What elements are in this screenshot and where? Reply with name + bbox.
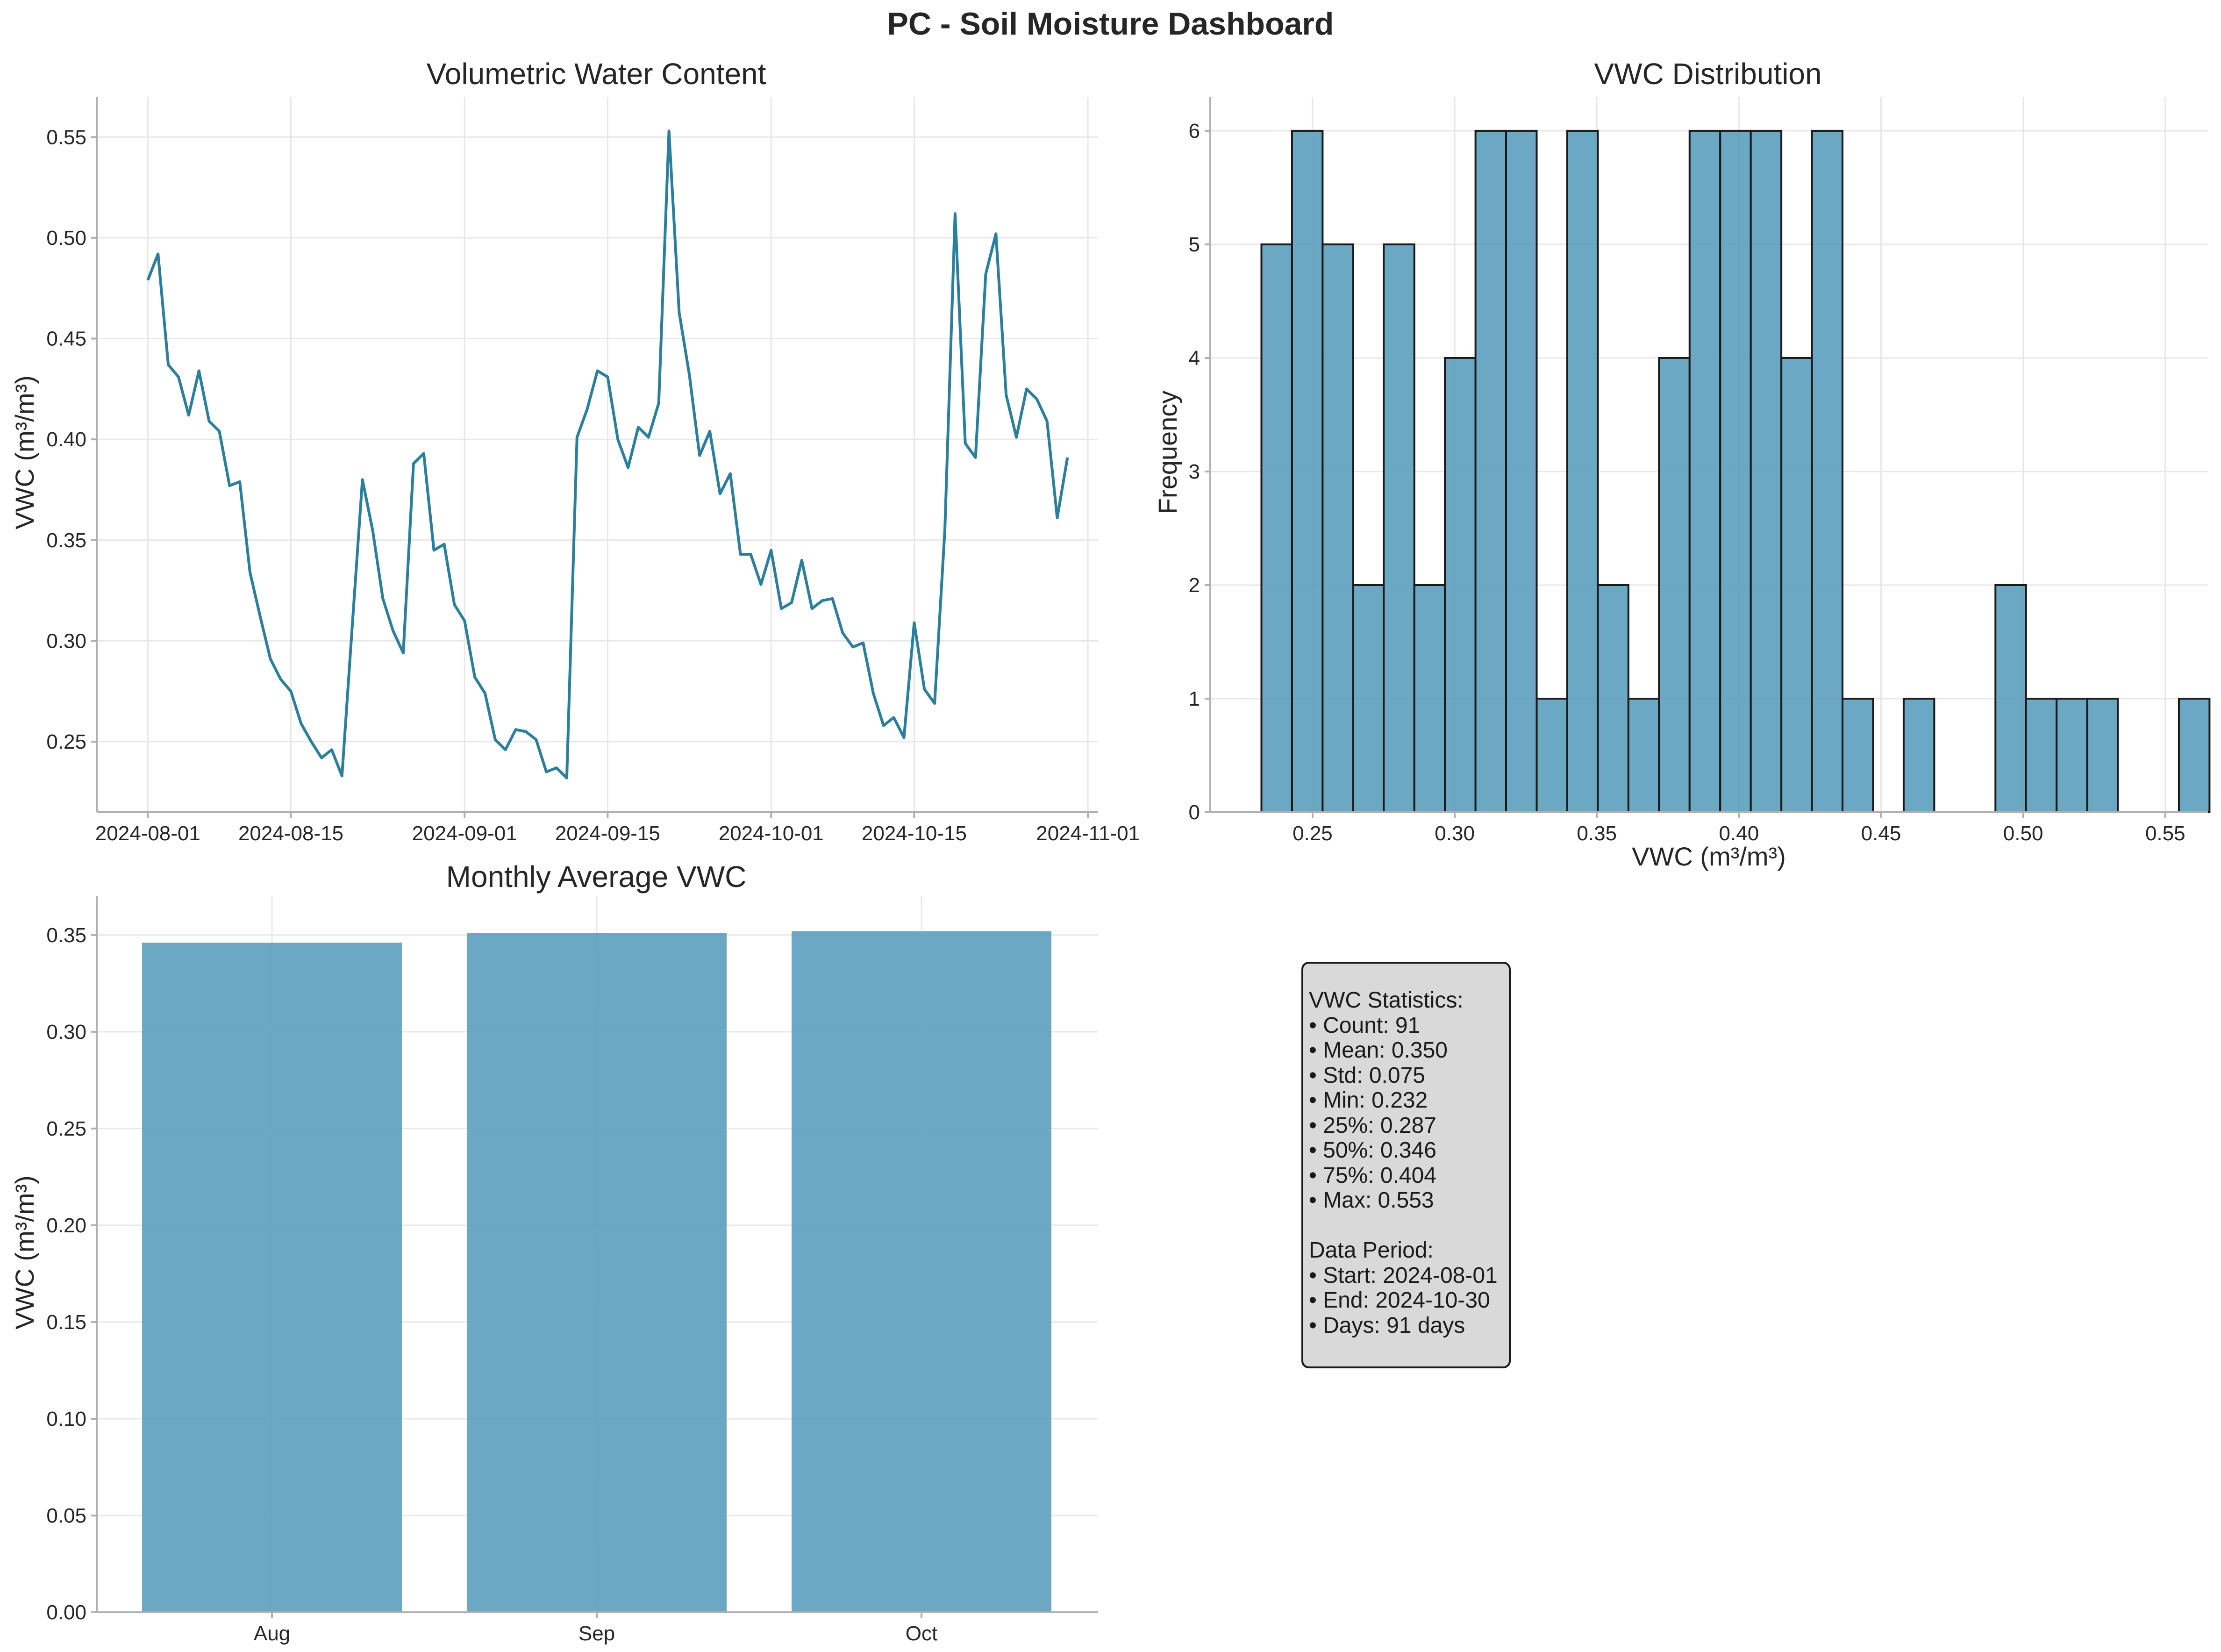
line-chart-ytick-label: 0.25 — [46, 730, 86, 753]
histogram-ytick-label: 0 — [1189, 801, 1200, 824]
monthly-bar-ylabel: VWC (m³/m³) — [10, 1175, 39, 1330]
stats-spacer — [1309, 1213, 1509, 1238]
histogram-bar — [2178, 697, 2211, 813]
histogram-ytick-label: 2 — [1189, 574, 1200, 597]
stat-min: • Min: 0.232 — [1309, 1088, 1428, 1113]
stat-max: • Max: 0.553 — [1309, 1188, 1434, 1213]
line-chart-title: Volumetric Water Content — [427, 57, 766, 91]
line-chart-xtick-label: 2024-08-01 — [95, 822, 200, 845]
line-chart-ytick-label: 0.35 — [46, 529, 86, 552]
line-chart-xtick-label: 2024-10-15 — [862, 822, 967, 845]
histogram-bar — [1994, 584, 2027, 813]
histogram-xtick-label: 0.45 — [1861, 822, 1901, 845]
line-chart-xtick-label: 2024-10-01 — [719, 822, 824, 845]
histogram-bar — [1260, 243, 1293, 813]
histogram-bar — [1444, 357, 1477, 813]
histogram-bar — [2025, 697, 2058, 813]
vwc-series-line — [146, 129, 1069, 780]
line-chart-ytick-label: 0.40 — [46, 428, 86, 451]
stats-box: VWC Statistics: • Count: 91 • Mean: 0.35… — [1301, 962, 1511, 1368]
line-chart-xtick-label: 2024-11-01 — [1036, 822, 1140, 845]
histogram-ytick-label: 6 — [1189, 120, 1200, 143]
histogram-bar — [1535, 697, 1568, 813]
histogram-xtick-label: 0.50 — [2003, 822, 2043, 845]
histogram-bar — [1505, 129, 1538, 813]
dashboard-title: PC - Soil Moisture Dashboard — [887, 6, 1334, 42]
histogram-ytick-label: 3 — [1189, 460, 1200, 483]
histogram-bar — [1902, 697, 1935, 813]
histogram-bar — [1627, 697, 1660, 813]
stats-heading: VWC Statistics: — [1309, 988, 1464, 1013]
line-chart-ytick-label: 0.55 — [46, 126, 86, 149]
monthly-bar-ytick-label: 0.15 — [46, 1311, 86, 1334]
monthly-bar-sep — [467, 933, 727, 1612]
histogram-ytick-label: 1 — [1189, 687, 1200, 710]
histogram-bar — [1597, 584, 1629, 813]
monthly-bar-xtick-label: Sep — [578, 1622, 615, 1645]
histogram-title: VWC Distribution — [1594, 57, 1821, 91]
monthly-bar-ytick-label: 0.05 — [46, 1504, 86, 1527]
histogram-xtick-label: 0.30 — [1435, 822, 1475, 845]
stat-std: • Std: 0.075 — [1309, 1063, 1425, 1088]
histogram-bar — [1413, 584, 1446, 813]
line-chart-ylabel: VWC (m³/m³) — [10, 375, 39, 529]
histogram-bar — [1321, 243, 1354, 813]
stat-mean: • Mean: 0.350 — [1309, 1038, 1448, 1063]
histogram-xtick-label: 0.55 — [2145, 822, 2185, 845]
stat-q50: • 50%: 0.346 — [1309, 1138, 1436, 1163]
period-end: • End: 2024-10-30 — [1309, 1288, 1490, 1313]
monthly-bar-aug — [142, 943, 402, 1612]
line-chart-ytick-label: 0.45 — [46, 328, 86, 350]
line-chart-xtick-label: 2024-08-15 — [238, 822, 343, 845]
histogram-bar — [2056, 697, 2088, 813]
period-heading: Data Period: — [1309, 1238, 1434, 1263]
monthly-bar-oct — [792, 931, 1051, 1612]
histogram-bar — [1566, 129, 1599, 813]
histogram-ylabel: Frequency — [1153, 391, 1182, 515]
histogram-bar — [1352, 584, 1385, 813]
histogram-ytick-label: 5 — [1189, 233, 1200, 256]
histogram-bar — [1383, 243, 1415, 813]
histogram-bar — [1750, 129, 1783, 813]
histogram-xlabel: VWC (m³/m³) — [1632, 842, 1786, 871]
histogram-bar — [1780, 357, 1813, 813]
histogram-bar — [1291, 129, 1324, 813]
line-chart-xtick-label: 2024-09-15 — [555, 822, 660, 845]
monthly-bar-ytick-label: 0.35 — [46, 924, 86, 947]
histogram-bar — [1688, 129, 1721, 813]
histogram-bar — [1811, 129, 1844, 813]
monthly-bar-ytick-label: 0.30 — [46, 1021, 86, 1044]
period-start: • Start: 2024-08-01 — [1309, 1263, 1498, 1288]
line-chart-xtick-label: 2024-09-01 — [412, 822, 517, 845]
histogram-xtick-label: 0.25 — [1293, 822, 1333, 845]
histogram-bar — [2086, 697, 2119, 813]
line-chart-ytick-label: 0.50 — [46, 227, 86, 250]
monthly-bar-ytick-label: 0.00 — [46, 1601, 86, 1624]
monthly-bar-ytick-label: 0.10 — [46, 1408, 86, 1430]
stat-q75: • 75%: 0.404 — [1309, 1163, 1436, 1188]
histogram-bar — [1474, 129, 1507, 813]
monthly-bar-xtick-label: Oct — [906, 1622, 937, 1645]
line-chart-ytick-label: 0.30 — [46, 629, 86, 652]
stat-count: • Count: 91 — [1309, 1013, 1421, 1038]
stat-q25: • 25%: 0.287 — [1309, 1113, 1436, 1138]
monthly-bar-ytick-label: 0.25 — [46, 1117, 86, 1140]
monthly-bar-ytick-label: 0.20 — [46, 1214, 86, 1237]
histogram-bar — [1842, 697, 1874, 813]
monthly-bar-xtick-label: Aug — [254, 1622, 290, 1645]
histogram-bar — [1719, 129, 1752, 813]
monthly-bar-title: Monthly Average VWC — [446, 860, 747, 894]
histogram-xtick-label: 0.40 — [1719, 822, 1759, 845]
period-days: • Days: 91 days — [1309, 1313, 1465, 1338]
histogram-xtick-label: 0.35 — [1577, 822, 1617, 845]
histogram-bar — [1658, 357, 1691, 813]
histogram-ytick-label: 4 — [1189, 347, 1200, 370]
